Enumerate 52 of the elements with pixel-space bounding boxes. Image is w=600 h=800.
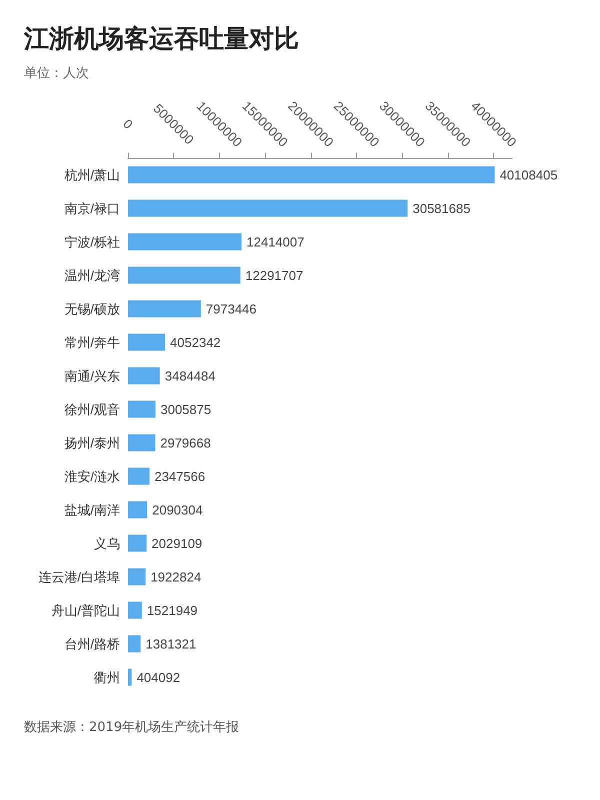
data-label: 3484484 xyxy=(164,368,216,384)
bar xyxy=(128,668,132,686)
data-label: 1922824 xyxy=(150,569,202,584)
source-note: 数据来源：2019年机场生产统计年报 xyxy=(24,719,240,736)
data-label: 3005875 xyxy=(160,402,212,417)
y-tick-label: 扬州/泰州 xyxy=(64,435,120,450)
y-tick-label: 无锡/硕放 xyxy=(64,301,120,316)
bar xyxy=(128,367,160,384)
data-label: 7973446 xyxy=(206,301,257,316)
bar xyxy=(128,501,148,518)
bar xyxy=(128,300,201,318)
y-tick-label: 台州/路桥 xyxy=(64,636,120,652)
x-tick-label: 0 xyxy=(120,116,136,132)
y-tick-label: 连云港/白塔埠 xyxy=(38,569,120,584)
data-label: 2029109 xyxy=(152,536,202,551)
y-tick-label: 南通/兴东 xyxy=(64,368,120,384)
bar xyxy=(128,233,242,250)
bar xyxy=(128,334,166,351)
y-tick-label: 舟山/普陀山 xyxy=(51,602,120,618)
data-label: 40108405 xyxy=(500,167,558,182)
bar xyxy=(128,434,156,452)
y-tick-label: 温州/龙湾 xyxy=(64,268,120,283)
data-label: 1381321 xyxy=(146,636,196,652)
y-tick-label: 南京/禄口 xyxy=(64,200,120,216)
chart-title: 江浙机场客运吞吐量对比 xyxy=(24,23,299,55)
y-tick-label: 徐州/观音 xyxy=(64,402,120,417)
bar xyxy=(128,602,142,619)
y-tick-label: 淮安/涟水 xyxy=(64,468,120,484)
data-label: 12414007 xyxy=(246,234,304,250)
bar xyxy=(128,200,408,217)
y-tick-label: 常州/奔牛 xyxy=(64,334,120,350)
data-label: 30581685 xyxy=(412,200,470,216)
bar xyxy=(128,400,156,418)
y-tick-label: 杭州/萧山 xyxy=(63,167,120,182)
y-tick-label: 盐城/南洋 xyxy=(64,502,120,518)
bar xyxy=(128,166,495,184)
data-label: 1521949 xyxy=(146,602,198,618)
y-tick-label: 义乌 xyxy=(94,536,120,551)
data-label: 12291707 xyxy=(245,268,304,283)
data-label: 404092 xyxy=(136,670,180,685)
bar xyxy=(128,635,141,652)
bar xyxy=(128,266,240,284)
y-tick-label: 宁波/栎社 xyxy=(64,234,120,250)
data-label: 2347566 xyxy=(154,468,206,484)
data-label: 2090304 xyxy=(152,502,203,518)
y-tick-label: 衢州 xyxy=(94,670,120,685)
data-label: 4052342 xyxy=(170,334,221,350)
data-label: 2979668 xyxy=(160,435,211,450)
bar xyxy=(128,568,146,586)
bar xyxy=(128,534,147,552)
chart-subtitle: 单位：人次 xyxy=(24,65,89,82)
bar xyxy=(128,468,150,485)
